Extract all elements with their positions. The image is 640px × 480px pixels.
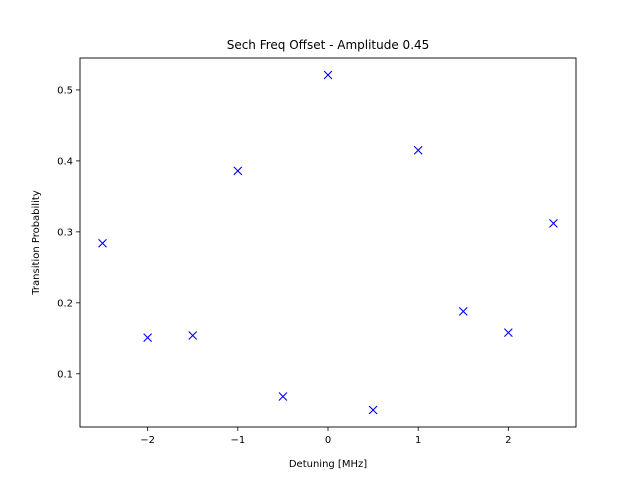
x-axis-label: Detuning [MHz]	[289, 459, 367, 470]
x-tick-label: 1	[415, 435, 421, 446]
data-point	[549, 218, 558, 228]
y-axis-label: Transition Probability	[31, 190, 42, 295]
data-point	[98, 238, 107, 248]
data-point	[368, 405, 378, 415]
y-tick-label: 0.2	[57, 298, 73, 309]
y-tick-label: 0.3	[57, 227, 73, 238]
y-tick-label: 0.1	[57, 369, 73, 380]
axes-frame	[79, 57, 577, 428]
x-tick-label: 0	[325, 435, 331, 446]
data-point	[143, 333, 153, 342]
x-axis: −2 −1 0 1 2	[140, 427, 512, 446]
data-point	[458, 306, 468, 316]
y-tick-label: 0.5	[57, 85, 73, 96]
y-tick-label: 0.4	[57, 156, 73, 167]
data-point	[503, 328, 513, 338]
x-tick-label: 2	[505, 435, 511, 446]
plot-area	[79, 57, 577, 428]
x-tick-label: −2	[140, 435, 155, 446]
chart-title: Sech Freq Offset - Amplitude 0.45	[227, 38, 430, 52]
data-point	[188, 331, 198, 340]
data-point	[323, 70, 333, 80]
data-point	[233, 166, 243, 176]
x-tick-label: −1	[230, 435, 245, 446]
data-points	[98, 70, 558, 415]
y-axis: 0.1 0.2 0.3 0.4 0.5	[57, 85, 80, 380]
data-point	[413, 145, 423, 155]
data-point	[278, 392, 288, 401]
